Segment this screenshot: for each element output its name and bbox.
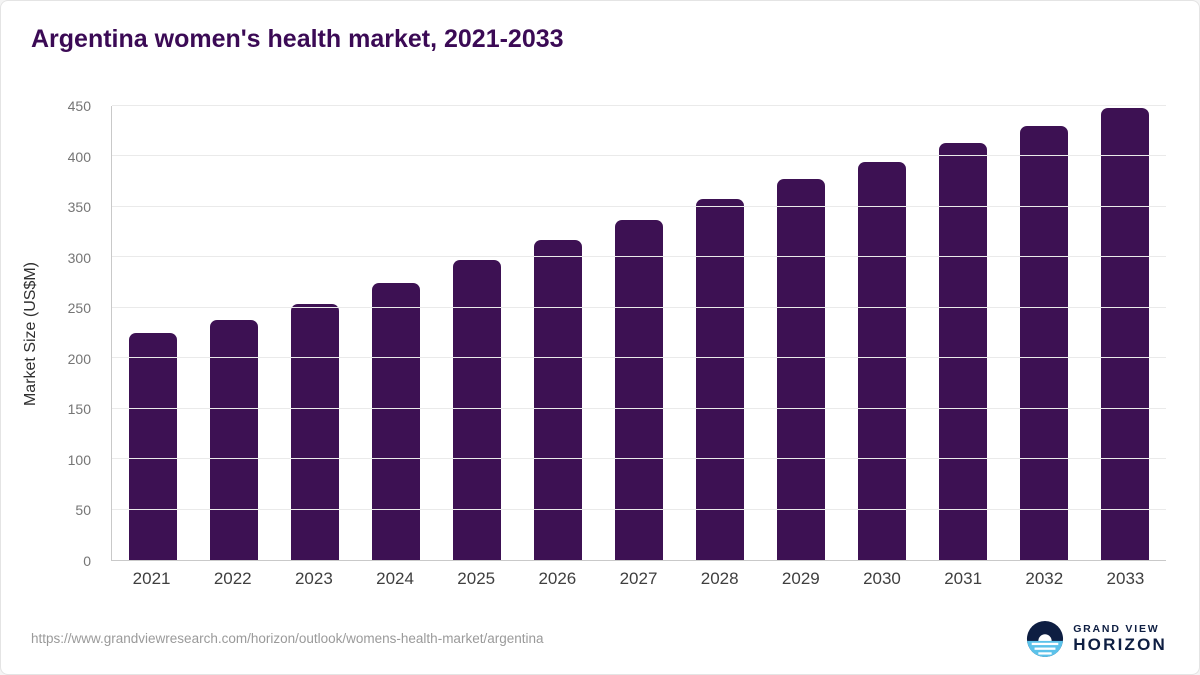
gridline <box>112 256 1166 258</box>
bar-slot <box>842 106 923 560</box>
x-tick-label: 2021 <box>132 569 171 588</box>
x-tick-label: 2022 <box>213 569 252 588</box>
bar-slot <box>1085 106 1166 560</box>
y-axis-title: Market Size (US$M) <box>19 106 43 561</box>
source-url: https://www.grandviewresearch.com/horizo… <box>31 631 544 646</box>
y-axis-title-text: Market Size (US$M) <box>22 261 39 406</box>
bar-2023 <box>290 303 339 560</box>
bar-slot <box>112 106 193 560</box>
x-tick-label: 2029 <box>781 569 820 588</box>
y-tick-label: 100 <box>67 451 91 468</box>
x-tick-label: 2026 <box>538 569 577 588</box>
gridline <box>112 407 1166 409</box>
bar-slot <box>598 106 679 560</box>
y-tick-label: 0 <box>83 553 91 569</box>
bar-2031 <box>939 143 988 560</box>
grand-view-horizon-logo: GRAND VIEW HORIZON <box>1026 620 1167 658</box>
x-tick-label: 2030 <box>863 569 901 588</box>
bar-slot <box>436 106 517 560</box>
y-tick-label: 250 <box>67 300 91 317</box>
gridline <box>112 105 1166 106</box>
bar-slot <box>923 106 1004 560</box>
y-tick-label: 200 <box>67 350 91 367</box>
bar-slot <box>1004 106 1085 560</box>
bar-slot <box>274 106 355 560</box>
bar-2021 <box>128 333 177 560</box>
logo-line-horizon: HORIZON <box>1073 635 1167 655</box>
y-tick-label: 150 <box>67 401 91 418</box>
x-tick-label: 2031 <box>944 569 983 588</box>
y-axis-ticks: 0 50 100 150 200 250 300 350 400 450 <box>53 98 101 569</box>
bar-slot <box>680 106 761 560</box>
gridline <box>112 508 1166 510</box>
bar-slot <box>517 106 598 560</box>
bar-2024 <box>371 282 420 560</box>
chart-title: Argentina women's health market, 2021-20… <box>31 25 564 53</box>
bar-2028 <box>696 198 745 560</box>
x-tick-label: 2028 <box>700 569 739 588</box>
logo-line-grand-view: GRAND VIEW <box>1073 623 1160 636</box>
x-tick-label: 2032 <box>1025 569 1064 588</box>
x-tick-label: 2027 <box>619 569 658 588</box>
bar-2027 <box>615 220 663 560</box>
bar-slot <box>355 106 436 560</box>
horizon-logo-icon <box>1027 620 1064 658</box>
y-tick-label: 350 <box>67 199 91 216</box>
y-tick-label: 450 <box>67 98 91 114</box>
bar-2022 <box>209 319 258 560</box>
x-tick-label: 2023 <box>294 569 333 588</box>
bar-slot <box>193 106 274 560</box>
logo-text: GRAND VIEW HORIZON <box>1073 623 1167 655</box>
y-tick-label: 50 <box>75 502 91 519</box>
bar-series <box>112 106 1166 560</box>
y-tick-label: 300 <box>67 249 91 266</box>
gridline <box>112 357 1166 359</box>
y-tick-label: 400 <box>67 148 91 165</box>
bar-2026 <box>533 240 582 560</box>
gridline <box>112 155 1166 157</box>
bar-2030 <box>858 161 907 560</box>
bar-2025 <box>452 260 501 560</box>
bar-2029 <box>777 178 826 560</box>
x-tick-label: 2033 <box>1106 569 1145 588</box>
bar-slot <box>761 106 842 560</box>
gridline <box>112 306 1166 308</box>
plot-area <box>111 105 1166 561</box>
x-tick-label: 2024 <box>376 569 414 588</box>
x-axis-ticks: 2021 2022 2023 2024 2025 2026 2027 2028 2029 2030… <box>111 569 1166 589</box>
x-tick-label: 2025 <box>457 569 496 588</box>
bar-2032 <box>1020 126 1069 560</box>
bar-2033 <box>1101 108 1150 560</box>
gridline <box>112 458 1166 460</box>
gridline <box>112 205 1166 207</box>
